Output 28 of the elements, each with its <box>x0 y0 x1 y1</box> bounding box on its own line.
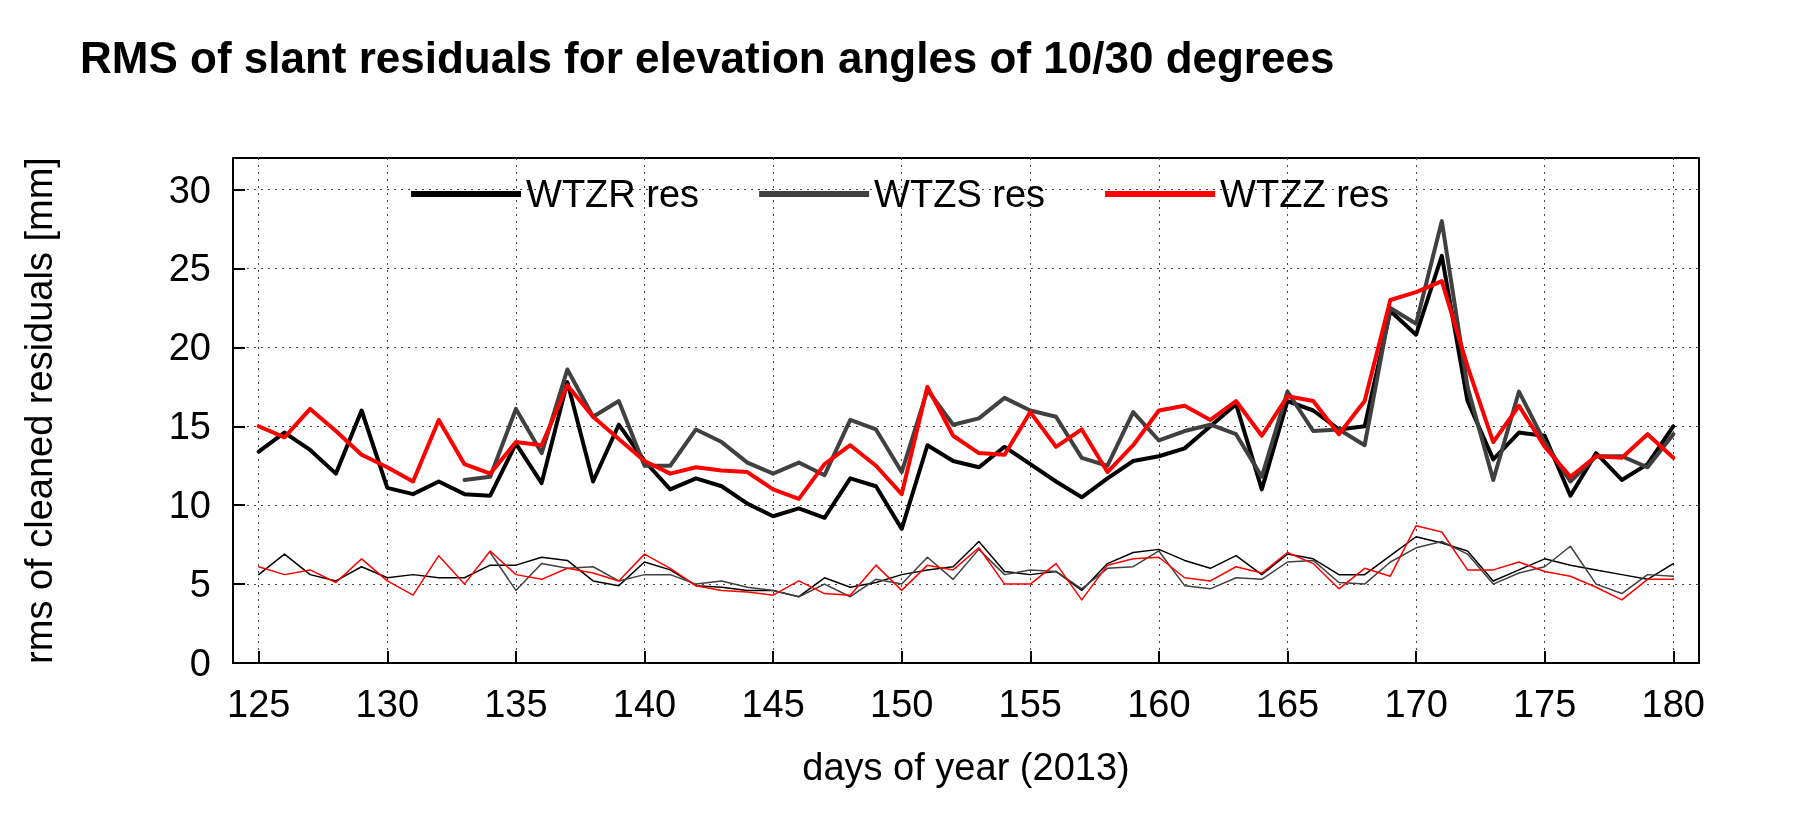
x-tick-label: 145 <box>741 683 805 725</box>
y-tick-label: 10 <box>168 484 211 527</box>
legend-label: WTZS res <box>874 173 1046 215</box>
y-tick-label: 25 <box>168 247 211 290</box>
x-tick-label: 130 <box>355 683 420 725</box>
y-tick-label: 5 <box>189 563 211 606</box>
line-series <box>256 279 1676 501</box>
y-tick-label: 30 <box>168 168 211 211</box>
x-tick-label: 125 <box>227 683 291 725</box>
x-tick-label: 160 <box>1127 683 1191 725</box>
x-tick-label: 165 <box>1255 683 1320 725</box>
x-tick-label: 180 <box>1641 683 1705 725</box>
x-tick-label: 155 <box>998 683 1062 725</box>
legend-label: WTZZ res <box>1220 173 1389 215</box>
x-axis-title: days of year (2013) <box>802 746 1130 788</box>
y-axis-title: rms of cleaned residuals [mm] <box>18 157 60 664</box>
x-tick-label: 135 <box>484 683 548 725</box>
line-series <box>257 536 1675 598</box>
y-tick-label: 20 <box>168 326 211 369</box>
y-tick-label: 0 <box>189 642 211 684</box>
legend-label: WTZR res <box>526 173 700 215</box>
chart-title: RMS of slant residuals for elevation angles of 10/30 degrees <box>80 32 1335 82</box>
x-tick-label: 175 <box>1512 683 1577 725</box>
x-tick-label: 170 <box>1384 683 1448 725</box>
x-tick-label: 150 <box>870 683 934 725</box>
y-tick-label: 15 <box>168 405 211 448</box>
line-series <box>257 524 1675 601</box>
x-tick-label: 140 <box>612 683 677 725</box>
